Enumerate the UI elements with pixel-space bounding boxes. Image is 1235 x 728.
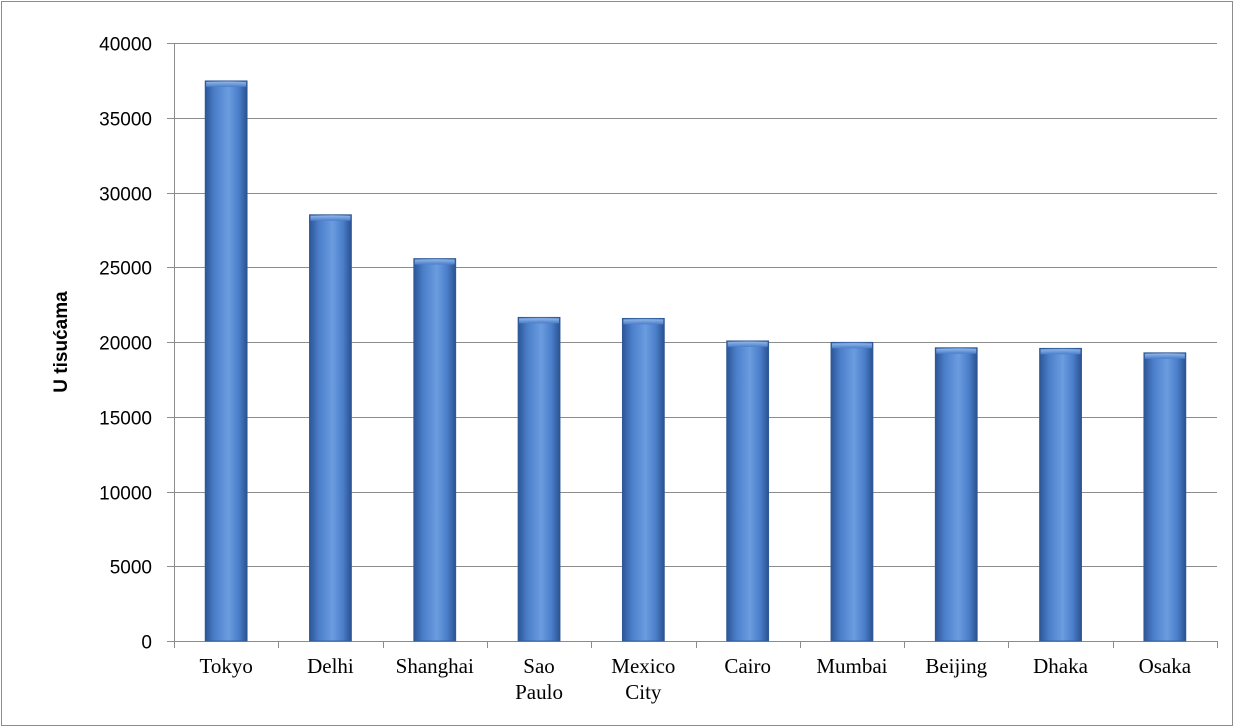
bar bbox=[726, 340, 770, 642]
x-tick-label: Shanghai bbox=[396, 654, 474, 678]
bar bbox=[517, 316, 561, 642]
x-tick-label: Mexico City bbox=[611, 654, 675, 704]
y-tick-label: 40000 bbox=[99, 35, 152, 56]
x-tick-label-line: Tokyo bbox=[199, 654, 252, 678]
bar-cap bbox=[1144, 353, 1185, 359]
bar bbox=[204, 80, 248, 642]
x-tick-label-line: Dhaka bbox=[1033, 654, 1088, 678]
x-tick-label: Sao Paulo bbox=[515, 654, 563, 704]
bar bbox=[309, 214, 352, 642]
bar-cap bbox=[310, 215, 351, 221]
x-tick-label: Osaka bbox=[1139, 654, 1192, 678]
y-tick-labels: 0 5000 10000 15000 20000 25000 30000 35000 40000 bbox=[99, 35, 152, 654]
bar bbox=[1039, 347, 1082, 642]
bar-cap bbox=[727, 341, 768, 347]
bar-dhaka bbox=[1039, 347, 1082, 642]
bar-mexico-city bbox=[621, 317, 665, 642]
y-tick-label: 10000 bbox=[99, 484, 152, 505]
x-tick-label: Mumbai bbox=[816, 654, 887, 678]
bar bbox=[934, 347, 978, 642]
y-tick-label: 25000 bbox=[99, 259, 152, 280]
bar bbox=[621, 317, 665, 642]
bar-shanghai bbox=[413, 258, 457, 642]
bar-cairo bbox=[726, 340, 770, 642]
y-tick-label: 5000 bbox=[110, 558, 152, 579]
x-tick-label-line: Mexico bbox=[611, 654, 675, 678]
y-tick-label: 15000 bbox=[99, 409, 152, 430]
x-tick-label-line: Delhi bbox=[307, 654, 354, 678]
x-tick-label: Dhaka bbox=[1033, 654, 1088, 678]
y-tick-label: 0 bbox=[141, 633, 152, 654]
x-tick-label-line: City bbox=[625, 680, 662, 704]
bar bbox=[413, 258, 457, 642]
bar-cap bbox=[623, 319, 664, 325]
bar-cap bbox=[519, 318, 560, 324]
x-tick-label: Delhi bbox=[307, 654, 354, 678]
x-tick-label: Beijing bbox=[925, 654, 987, 678]
x-tick-label-line: Mumbai bbox=[816, 654, 887, 678]
bar-cap bbox=[1040, 349, 1081, 355]
x-tick-label-line: Osaka bbox=[1139, 654, 1192, 678]
bar-osaka bbox=[1143, 352, 1187, 642]
bar-delhi bbox=[309, 214, 352, 642]
y-tick-label: 20000 bbox=[99, 334, 152, 355]
y-axis-label: U tisućama bbox=[51, 291, 72, 393]
bar-tokyo bbox=[204, 80, 248, 642]
x-tick-label-line: Beijing bbox=[925, 654, 987, 678]
y-tick-label: 35000 bbox=[99, 110, 152, 131]
x-tick-labels: Tokyo Delhi Shanghai Sao Paulo Mexico City Cair… bbox=[199, 654, 1191, 704]
bar-mumbai bbox=[830, 341, 874, 642]
bar-cap bbox=[206, 81, 247, 87]
y-tick-label: 30000 bbox=[99, 185, 152, 206]
bar bbox=[1143, 352, 1187, 642]
x-tick-label: Cairo bbox=[724, 654, 771, 678]
x-tick-label-line: Cairo bbox=[724, 654, 771, 678]
x-tick-label-line: Paulo bbox=[515, 680, 563, 704]
bar-cap bbox=[936, 348, 977, 354]
bar-cap bbox=[831, 343, 872, 349]
bar-beijing bbox=[934, 347, 978, 642]
axes bbox=[174, 43, 1218, 648]
x-tick-label-line: Sao bbox=[523, 654, 555, 678]
x-tick-label-line: Shanghai bbox=[396, 654, 474, 678]
x-tick-label: Tokyo bbox=[199, 654, 252, 678]
bar bbox=[830, 341, 874, 642]
bar-cap bbox=[414, 259, 455, 265]
bar-sao-paulo bbox=[517, 316, 561, 642]
bars bbox=[204, 80, 1187, 642]
